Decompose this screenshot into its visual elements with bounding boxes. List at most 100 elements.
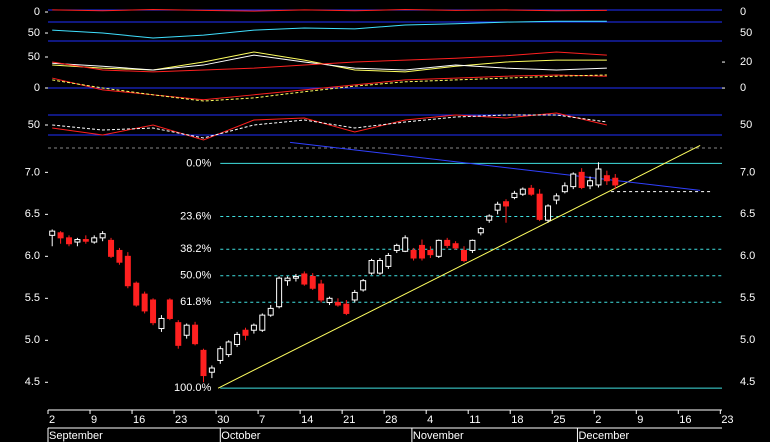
x-tick-label: 4	[427, 414, 433, 426]
candle-body	[368, 260, 375, 274]
fib-label: 61.8%	[180, 296, 211, 308]
fib-label: 38.2%	[180, 243, 211, 255]
y-tick-label: 50	[28, 27, 40, 39]
x-tick-label: 28	[385, 414, 397, 426]
candle-body	[242, 329, 249, 336]
candle-body	[225, 341, 232, 356]
candle-body	[301, 273, 308, 285]
indicator-line	[52, 8, 607, 12]
indicator-line	[52, 54, 607, 71]
candle-body	[99, 233, 106, 239]
candle-body	[553, 195, 560, 201]
candle-body	[503, 201, 510, 207]
candle-body	[561, 185, 568, 193]
x-tick-label: 16	[133, 414, 145, 426]
x-tick-label: 16	[679, 414, 691, 426]
candle-body	[166, 299, 173, 319]
indicator-line	[52, 112, 607, 141]
candle-body	[284, 277, 291, 282]
x-tick-label: 11	[469, 414, 480, 426]
candle-body	[192, 324, 199, 345]
candle-body	[141, 293, 148, 312]
candle-body	[587, 180, 594, 187]
x-tick-label: 7	[259, 414, 265, 426]
candle-body	[326, 297, 333, 304]
candle-body	[578, 171, 585, 188]
candle-body	[460, 249, 467, 262]
y-tick-label: 50	[28, 119, 40, 131]
candle-body	[410, 249, 417, 259]
candle-body	[124, 255, 131, 287]
candle-body	[250, 324, 257, 331]
y2-tick-label: 5.5	[740, 292, 755, 304]
candle-body	[150, 299, 157, 324]
candle-body	[82, 239, 89, 242]
candle-body	[217, 348, 224, 361]
fib-label: 50.0%	[180, 270, 211, 282]
candle-body	[402, 237, 409, 252]
y2-tick-label: 20	[740, 56, 752, 68]
candle-body	[511, 192, 518, 199]
y-tick-label: 5.5	[25, 292, 40, 304]
candle-body	[208, 367, 215, 373]
candle-body	[418, 244, 425, 259]
candle-body	[393, 244, 400, 251]
candle-body	[427, 249, 434, 256]
x-tick-label: 9	[91, 414, 97, 426]
fib-label: 100.0%	[174, 382, 212, 394]
y2-tick-label: 0	[740, 82, 746, 94]
candle-body	[334, 302, 341, 306]
indicator-line	[52, 51, 607, 73]
candle-body	[528, 187, 535, 195]
indicator-line	[52, 114, 607, 139]
candle-body	[486, 215, 493, 221]
candle-body	[116, 249, 123, 263]
candle-body	[494, 203, 501, 211]
x-tick-label: 30	[217, 414, 229, 426]
fib-label: 0.0%	[186, 157, 211, 169]
candle-body	[108, 239, 115, 257]
y2-tick-label: 0	[740, 6, 746, 18]
candle-body	[444, 239, 451, 246]
candle-body	[351, 291, 358, 301]
candle-body	[309, 275, 316, 289]
x-tick-label: 2	[595, 414, 601, 426]
candle-body	[519, 188, 526, 195]
y2-tick-label: 5.0	[740, 334, 755, 346]
y2-tick-label: 6.5	[740, 208, 755, 220]
candle-body	[267, 307, 274, 316]
fib-label: 23.6%	[180, 210, 211, 222]
y2-tick-label: 50	[740, 119, 752, 131]
y2-tick-label: 6.0	[740, 250, 755, 262]
candle-body	[49, 230, 56, 236]
month-label: September	[49, 430, 103, 442]
candle-body	[360, 280, 367, 291]
candle-body	[545, 205, 552, 221]
panel-lines	[48, 9, 722, 136]
month-label: November	[413, 430, 464, 442]
y-tick-label: 6.5	[25, 208, 40, 220]
candle-body	[376, 260, 383, 274]
indicator-line	[52, 20, 607, 39]
month-label: October	[221, 430, 260, 442]
candle-body	[158, 317, 165, 330]
y-tick-label: 5.0	[25, 334, 40, 346]
candle-body	[57, 232, 64, 239]
candle-body	[66, 237, 73, 245]
candle-body	[318, 283, 325, 301]
x-tick-label: 21	[343, 414, 355, 426]
candle-body	[452, 243, 459, 249]
candle-body	[259, 314, 266, 331]
candle-body	[536, 193, 543, 220]
candle-body	[469, 239, 476, 251]
month-label: December	[578, 430, 629, 442]
candle-body	[292, 275, 299, 279]
y2-tick-label: 4.5	[740, 376, 755, 388]
candle-body	[385, 254, 392, 267]
candle-body	[74, 239, 81, 243]
x-tick-label: 25	[553, 414, 565, 426]
y-tick-label: 0	[34, 6, 40, 18]
candle-body	[603, 175, 610, 182]
